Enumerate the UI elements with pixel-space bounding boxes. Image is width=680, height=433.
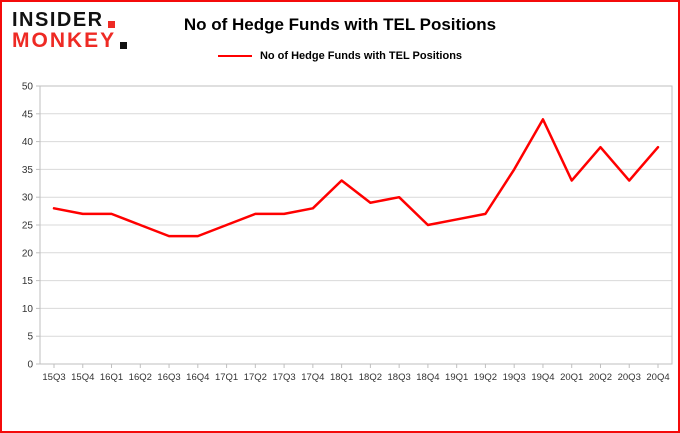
x-tick-label: 19Q1	[445, 372, 468, 383]
x-tick-label: 20Q4	[646, 372, 669, 383]
legend-label: No of Hedge Funds with TEL Positions	[259, 50, 463, 62]
y-tick-label: 15	[22, 276, 34, 287]
y-tick-label: 20	[22, 248, 34, 259]
y-tick-label: 0	[27, 360, 33, 371]
x-tick-label: 20Q1	[560, 372, 583, 383]
x-tick-label: 15Q3	[42, 372, 65, 383]
plot-border	[39, 85, 673, 365]
x-tick-label: 18Q3	[388, 372, 411, 383]
chart-title: No of Hedge Funds with TEL Positions	[183, 15, 497, 34]
legend-line-swatch	[217, 55, 252, 57]
logo-line-2: MONKEY	[12, 29, 128, 52]
y-tick-label: 35	[22, 165, 34, 176]
chart-header: No of Hedge Funds with TEL Positions No …	[2, 2, 678, 62]
data-line-hedge-funds	[52, 118, 660, 238]
x-tick-label: 18Q1	[330, 372, 353, 383]
logo-black-square	[120, 42, 128, 49]
y-tick-label: 5	[27, 332, 33, 343]
legend: No of Hedge Funds with TEL Positions	[2, 50, 678, 62]
y-tick-label: 30	[22, 193, 34, 204]
x-tick-label: 20Q2	[589, 372, 612, 383]
x-tick-label: 17Q1	[215, 372, 238, 383]
x-tick-label: 16Q3	[157, 372, 180, 383]
logo-text-monkey: MONKEY	[12, 29, 117, 52]
y-tick-label: 50	[22, 82, 34, 93]
logo-red-square	[107, 21, 115, 28]
x-tick-label: 17Q4	[301, 372, 324, 383]
line-chart: 0 5 10 15 20 25 30 35 40 45 50 15Q3 15Q4 16Q1 16Q2 16Q3…	[22, 82, 673, 383]
x-tick-label: 19Q4	[531, 372, 554, 383]
x-tick-label: 16Q1	[100, 372, 123, 383]
x-tick-label: 18Q4	[416, 372, 439, 383]
y-tick-label: 10	[22, 304, 34, 315]
x-tick-label: 17Q3	[272, 372, 295, 383]
x-tick-label: 16Q4	[186, 372, 209, 383]
x-tick-label: 19Q3	[503, 372, 526, 383]
x-tick-label: 16Q2	[129, 372, 152, 383]
x-tick-label: 15Q4	[71, 372, 94, 383]
x-tick-label: 19Q2	[474, 372, 497, 383]
x-tick-label: 20Q3	[618, 372, 641, 383]
x-tick-label: 18Q2	[359, 372, 382, 383]
plot-container: 0 5 10 15 20 25 30 35 40 45 50 15Q3 15Q4 16Q1 16Q2 16Q3…	[2, 76, 678, 431]
y-tick-label: 25	[22, 221, 34, 232]
insider-monkey-logo: INSIDER MONKEY	[12, 10, 128, 52]
x-tick-label: 17Q2	[244, 372, 267, 383]
y-tick-label: 45	[22, 109, 34, 120]
logo-text-insider: INSIDER	[12, 9, 104, 31]
y-tick-label: 40	[22, 137, 34, 148]
logo-line-1: INSIDER	[12, 10, 127, 30]
